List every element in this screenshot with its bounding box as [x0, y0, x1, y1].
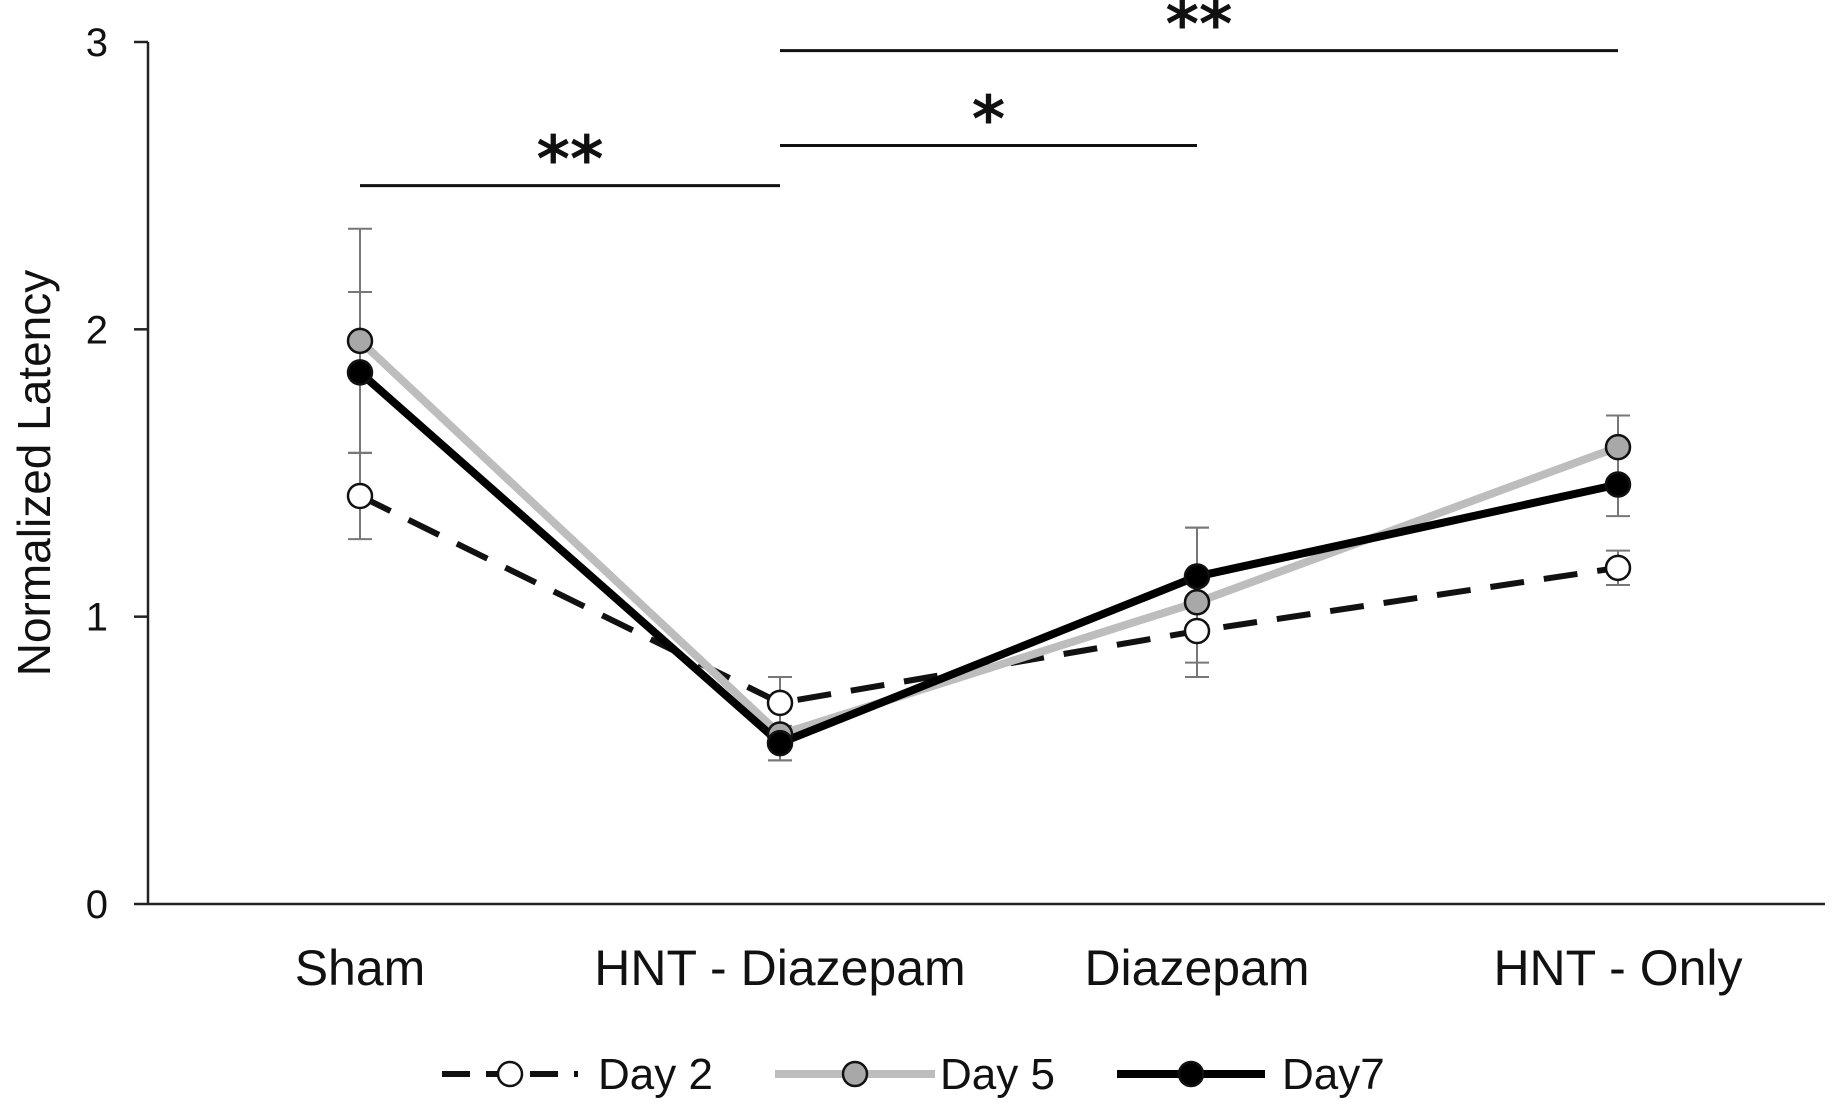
series-markers — [346, 327, 1632, 757]
data-point-day-2 — [766, 689, 794, 717]
legend-swatch-marker — [496, 1060, 524, 1088]
y-axis-title: Normalized Latency — [8, 270, 60, 677]
data-point-day-5 — [346, 327, 374, 355]
significance-label: * — [972, 83, 1005, 157]
legend-swatch-marker — [1177, 1060, 1205, 1088]
x-category-label: Sham — [295, 940, 426, 996]
data-point-day-5 — [1604, 433, 1632, 461]
series-lines — [357, 337, 1620, 748]
y-tick-label: 3 — [86, 21, 108, 65]
series-line-day7 — [357, 369, 1619, 748]
y-tick-label: 1 — [86, 596, 108, 640]
significance-label: ** — [537, 124, 604, 198]
legend-label: Day 5 — [940, 1050, 1055, 1099]
significance-label: ** — [1166, 0, 1233, 63]
data-point-day7 — [766, 729, 794, 757]
data-point-day-2 — [1183, 617, 1211, 645]
data-point-day7 — [1604, 471, 1632, 498]
legend-label: Day7 — [1282, 1050, 1385, 1099]
y-tick-label: 2 — [86, 308, 108, 352]
legend: Day 2 Day 5 Day7 — [442, 1050, 1385, 1099]
legend-label: Day 2 — [598, 1050, 713, 1099]
significance-annotations: ***** — [360, 0, 1618, 198]
data-point-day7 — [1183, 563, 1211, 590]
data-point-day-5 — [1183, 589, 1211, 616]
error-bars — [348, 227, 1630, 762]
legend-swatch-marker — [841, 1060, 869, 1088]
data-point-day-2 — [346, 482, 374, 510]
data-point-day-2 — [1604, 554, 1632, 582]
axes: 0 1 2 3 Sham HNT - Diazepam Diazepam HNT - Only… — [8, 21, 1825, 996]
x-category-label: HNT - Diazepam — [594, 940, 965, 996]
x-category-label: Diazepam — [1084, 940, 1309, 996]
series-line-day-5 — [357, 337, 1620, 739]
data-point-day7 — [346, 359, 374, 386]
y-tick-label: 0 — [86, 883, 108, 927]
x-category-label: HNT - Only — [1493, 940, 1742, 996]
